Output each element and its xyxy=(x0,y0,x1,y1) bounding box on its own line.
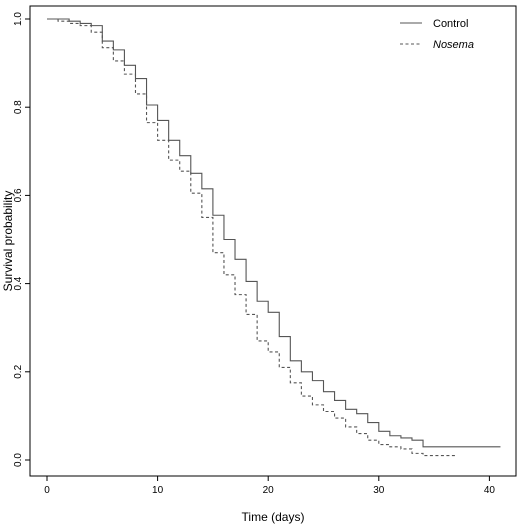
x-axis-title: Time (days) xyxy=(242,510,305,524)
y-axis-title: Survival probability xyxy=(1,191,15,292)
series-line-control xyxy=(47,18,501,448)
x-axis: 0 10 20 30 40 xyxy=(44,476,495,496)
legend: Control Nosema xyxy=(400,18,474,51)
series-layer xyxy=(47,18,501,457)
x-tick-label: 10 xyxy=(152,485,164,496)
y-axis: 0.0 0.2 0.4 0.6 0.8 1.0 xyxy=(13,12,30,467)
y-tick-label: 0.6 xyxy=(13,188,24,202)
x-tick-label: 0 xyxy=(44,485,50,496)
legend-label-control: Control xyxy=(433,18,468,30)
x-tick-label: 20 xyxy=(263,485,275,496)
y-tick-label: 1.0 xyxy=(13,12,24,26)
y-tick-label: 0.0 xyxy=(13,453,24,467)
x-tick-label: 40 xyxy=(484,485,496,496)
y-tick-label: 0.4 xyxy=(13,276,24,290)
y-tick-label: 0.2 xyxy=(13,364,24,378)
series-line-nosema xyxy=(47,18,457,457)
legend-label-nosema: Nosema xyxy=(433,39,474,51)
plot-frame xyxy=(29,5,517,477)
x-tick-label: 30 xyxy=(373,485,385,496)
y-tick-label: 0.8 xyxy=(13,100,24,114)
